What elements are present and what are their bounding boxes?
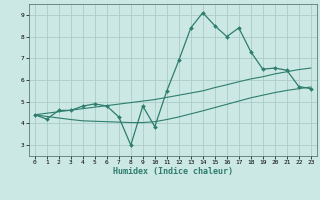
X-axis label: Humidex (Indice chaleur): Humidex (Indice chaleur)	[113, 167, 233, 176]
